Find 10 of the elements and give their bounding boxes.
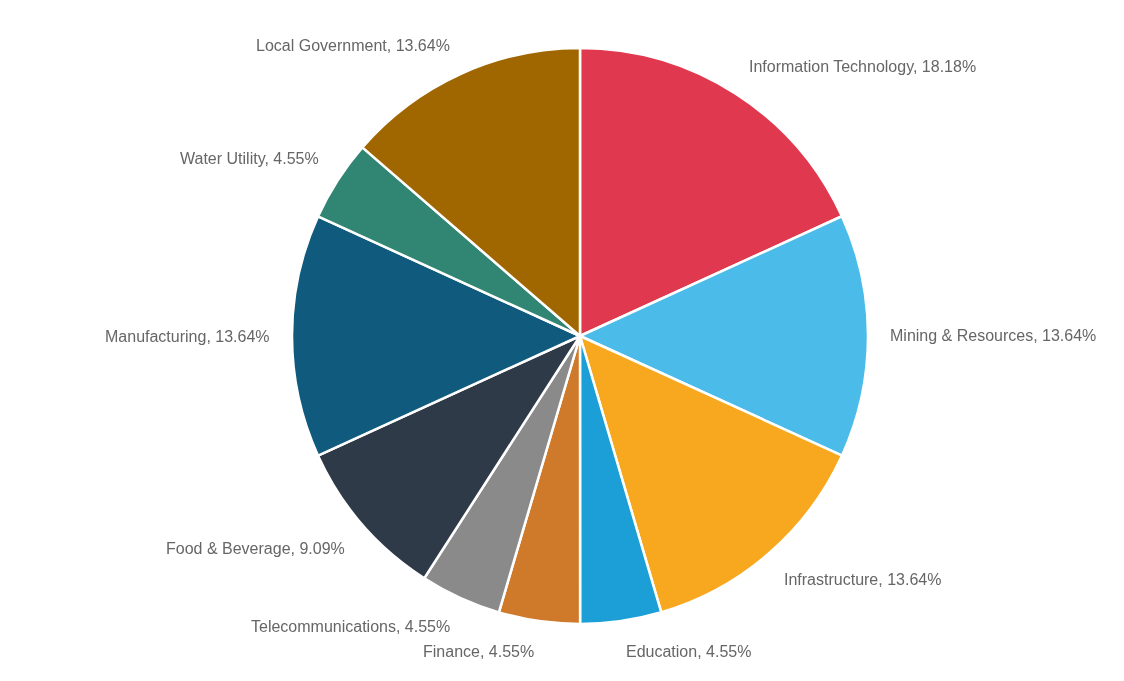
slice-label: Education, 4.55% [626,643,752,660]
slice-label: Infrastructure, 13.64% [784,571,942,588]
slice-label: Finance, 4.55% [423,643,535,660]
slice-label: Telecommunications, 4.55% [251,618,451,635]
slice-label: Food & Beverage, 9.09% [166,540,345,557]
slice-label: Mining & Resources, 13.64% [890,327,1097,344]
slice-label: Local Government, 13.64% [256,37,450,54]
slice-label: Information Technology, 18.18% [749,58,977,75]
slice-label: Water Utility, 4.55% [180,150,319,167]
slice-label: Manufacturing, 13.64% [105,328,270,345]
